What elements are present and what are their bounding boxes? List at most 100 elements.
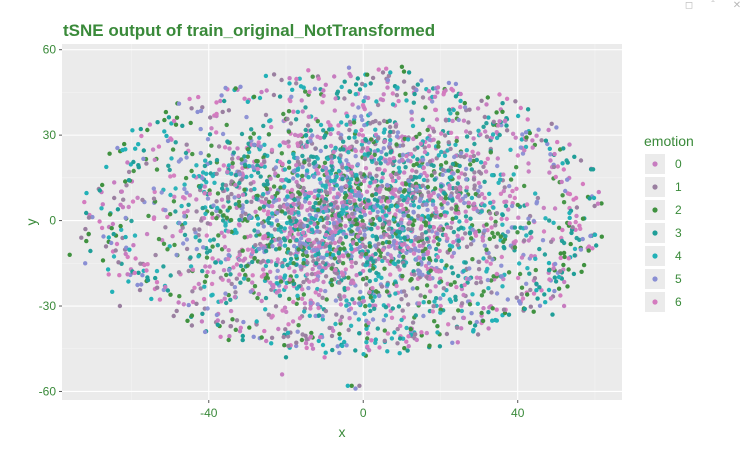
data-point: [239, 131, 245, 137]
data-point: [545, 141, 550, 147]
chevron-double-up-icon[interactable]: ˆ: [711, 0, 715, 11]
data-point: [447, 297, 452, 302]
data-point: [414, 87, 419, 93]
data-point: [263, 263, 269, 269]
data-point: [592, 203, 597, 209]
data-point: [214, 199, 219, 204]
data-point: [314, 237, 319, 242]
data-point: [316, 171, 321, 176]
data-point: [406, 344, 411, 349]
data-point: [490, 230, 495, 236]
data-point: [295, 109, 301, 115]
data-point: [347, 145, 352, 150]
data-point: [456, 308, 461, 313]
data-point: [189, 168, 194, 174]
data-point: [282, 257, 287, 263]
data-point: [464, 218, 469, 224]
data-point: [502, 185, 507, 190]
data-point: [357, 244, 363, 250]
data-point: [237, 329, 243, 334]
data-point: [432, 170, 437, 175]
data-point: [243, 272, 248, 278]
data-point: [459, 308, 464, 314]
data-point: [286, 343, 291, 349]
data-point: [298, 264, 303, 269]
data-point: [307, 162, 312, 167]
data-point: [473, 233, 479, 238]
data-point: [430, 309, 435, 314]
data-point: [288, 98, 293, 104]
data-point: [238, 325, 243, 330]
data-point: [563, 188, 568, 194]
data-point: [233, 290, 238, 295]
close-icon[interactable]: ✕: [732, 0, 742, 11]
data-point: [311, 174, 317, 179]
data-point: [316, 207, 321, 213]
data-point: [567, 191, 573, 197]
data-point: [347, 316, 352, 321]
data-point: [565, 284, 570, 289]
data-point: [420, 183, 425, 188]
data-point: [400, 143, 406, 148]
data-point: [349, 280, 354, 285]
data-point: [273, 304, 279, 309]
data-point: [476, 180, 482, 186]
data-point: [508, 147, 513, 152]
data-point: [113, 248, 118, 253]
data-point: [370, 298, 375, 303]
data-point: [467, 266, 472, 271]
data-point: [266, 259, 271, 264]
data-point: [574, 213, 579, 219]
data-point: [245, 263, 250, 268]
data-point: [383, 305, 389, 310]
data-point: [176, 300, 181, 305]
data-point-outlier: [561, 303, 567, 309]
data-point: [489, 278, 494, 283]
data-point: [303, 133, 309, 138]
data-point: [346, 135, 352, 140]
data-point: [467, 231, 473, 236]
data-point: [404, 98, 409, 103]
data-point: [405, 158, 411, 163]
data-point: [326, 263, 331, 268]
data-point: [467, 130, 473, 135]
data-point: [438, 296, 443, 301]
data-point: [535, 296, 540, 301]
data-point: [332, 178, 337, 183]
data-point: [296, 190, 301, 195]
data-point: [145, 275, 150, 280]
data-point: [412, 147, 417, 152]
data-point: [376, 256, 381, 262]
data-point: [475, 208, 480, 214]
data-point: [343, 234, 349, 240]
data-point: [240, 192, 246, 197]
data-point: [318, 135, 323, 141]
data-point: [367, 244, 372, 249]
data-point: [553, 261, 558, 267]
data-point: [388, 173, 394, 178]
data-point: [247, 163, 252, 169]
data-point: [461, 118, 467, 123]
data-point: [558, 251, 563, 256]
data-point: [520, 296, 526, 301]
data-point: [157, 297, 163, 302]
data-point: [323, 244, 328, 249]
data-point: [333, 96, 338, 101]
data-point: [218, 260, 224, 265]
data-point: [294, 163, 299, 168]
data-point: [106, 235, 112, 240]
restore-icon[interactable]: ◻: [684, 0, 694, 11]
data-point: [346, 253, 351, 258]
data-point: [573, 195, 579, 201]
data-point: [161, 241, 167, 246]
data-point: [189, 323, 195, 328]
data-point: [281, 111, 286, 117]
data-point: [349, 254, 354, 259]
data-point: [526, 161, 531, 166]
data-point: [291, 176, 296, 181]
data-point: [435, 85, 441, 90]
data-point: [424, 236, 429, 241]
data-point: [395, 229, 400, 234]
data-point: [233, 86, 238, 91]
data-point: [220, 218, 226, 223]
